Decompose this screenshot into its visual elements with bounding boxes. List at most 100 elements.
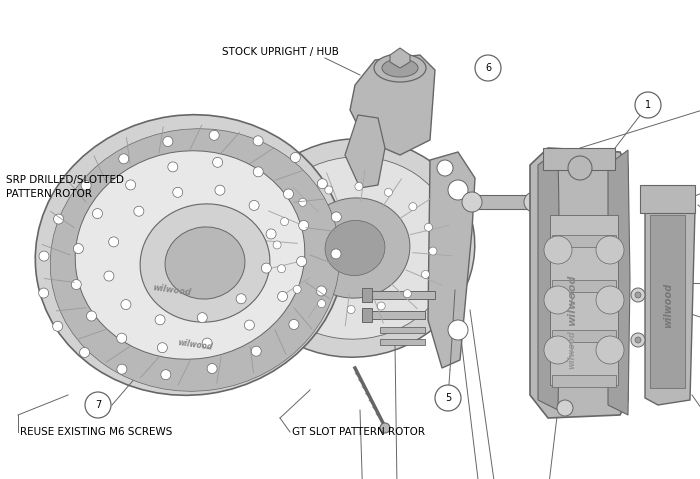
Circle shape (435, 385, 461, 411)
Circle shape (80, 347, 90, 357)
Bar (468, 195, 538, 209)
Circle shape (596, 236, 624, 264)
Circle shape (244, 320, 254, 330)
Bar (370, 291, 435, 299)
Circle shape (125, 180, 136, 190)
Circle shape (403, 290, 412, 297)
Circle shape (384, 188, 393, 196)
Bar (380, 327, 425, 333)
Circle shape (197, 313, 207, 323)
Bar (552, 235, 616, 247)
Circle shape (557, 400, 573, 416)
Circle shape (596, 286, 624, 314)
Circle shape (278, 291, 288, 301)
Circle shape (87, 311, 97, 321)
Polygon shape (428, 152, 475, 368)
Polygon shape (550, 215, 618, 385)
Circle shape (325, 186, 332, 194)
Circle shape (39, 251, 49, 261)
Circle shape (253, 167, 263, 177)
Polygon shape (645, 188, 695, 405)
Circle shape (635, 292, 641, 298)
Ellipse shape (50, 129, 339, 391)
Circle shape (155, 315, 165, 325)
Circle shape (596, 336, 624, 364)
Circle shape (231, 296, 241, 306)
Circle shape (85, 392, 111, 418)
Text: 7: 7 (95, 400, 101, 410)
Ellipse shape (235, 139, 475, 357)
Circle shape (117, 333, 127, 343)
Ellipse shape (374, 54, 426, 82)
Text: 6: 6 (485, 63, 491, 73)
Circle shape (266, 229, 276, 239)
Circle shape (448, 180, 468, 200)
Circle shape (299, 220, 309, 230)
Circle shape (448, 320, 468, 340)
Circle shape (544, 286, 572, 314)
Circle shape (377, 302, 385, 310)
Circle shape (462, 192, 482, 212)
Circle shape (331, 249, 341, 259)
Circle shape (475, 55, 501, 81)
Circle shape (119, 154, 129, 164)
Bar (380, 339, 425, 345)
Circle shape (92, 208, 102, 218)
Circle shape (261, 263, 272, 273)
Circle shape (544, 236, 572, 264)
Ellipse shape (140, 204, 270, 322)
Circle shape (318, 300, 326, 308)
Polygon shape (390, 48, 410, 68)
Circle shape (108, 237, 119, 247)
Ellipse shape (300, 198, 410, 298)
Polygon shape (538, 150, 560, 410)
Circle shape (159, 262, 169, 272)
Polygon shape (350, 55, 435, 155)
Circle shape (54, 214, 64, 224)
Circle shape (104, 271, 114, 281)
Circle shape (297, 256, 307, 266)
Text: wilwood: wilwood (568, 331, 577, 369)
Circle shape (631, 288, 645, 302)
Circle shape (231, 228, 241, 239)
Circle shape (273, 241, 281, 249)
Circle shape (424, 223, 433, 231)
Text: 5: 5 (445, 393, 451, 403)
Circle shape (429, 247, 437, 255)
Circle shape (284, 189, 293, 199)
Circle shape (421, 270, 430, 278)
Text: 1: 1 (645, 100, 651, 110)
Circle shape (117, 364, 127, 374)
Circle shape (255, 262, 265, 272)
Circle shape (437, 160, 453, 176)
Circle shape (544, 336, 572, 364)
Text: wilwood: wilwood (567, 274, 577, 326)
Circle shape (81, 181, 91, 191)
Circle shape (183, 296, 193, 306)
Circle shape (121, 299, 131, 309)
Circle shape (163, 137, 173, 147)
Circle shape (236, 294, 246, 304)
Ellipse shape (382, 59, 418, 77)
Ellipse shape (75, 151, 304, 359)
Circle shape (635, 92, 661, 118)
Ellipse shape (35, 114, 344, 395)
Circle shape (52, 321, 63, 331)
Circle shape (281, 217, 288, 226)
Circle shape (347, 306, 355, 314)
Circle shape (213, 157, 223, 167)
Polygon shape (608, 150, 630, 415)
Circle shape (207, 364, 217, 374)
Bar (362, 288, 372, 302)
Circle shape (168, 162, 178, 172)
Circle shape (251, 346, 261, 356)
Circle shape (183, 228, 193, 239)
Circle shape (202, 338, 212, 348)
Circle shape (409, 203, 416, 211)
Bar (552, 375, 616, 387)
Circle shape (249, 200, 259, 210)
Circle shape (317, 179, 328, 189)
Circle shape (74, 244, 83, 253)
Text: SRP DRILLED/SLOTTED
PATTERN ROTOR: SRP DRILLED/SLOTTED PATTERN ROTOR (6, 175, 124, 199)
Bar (640, 185, 695, 213)
